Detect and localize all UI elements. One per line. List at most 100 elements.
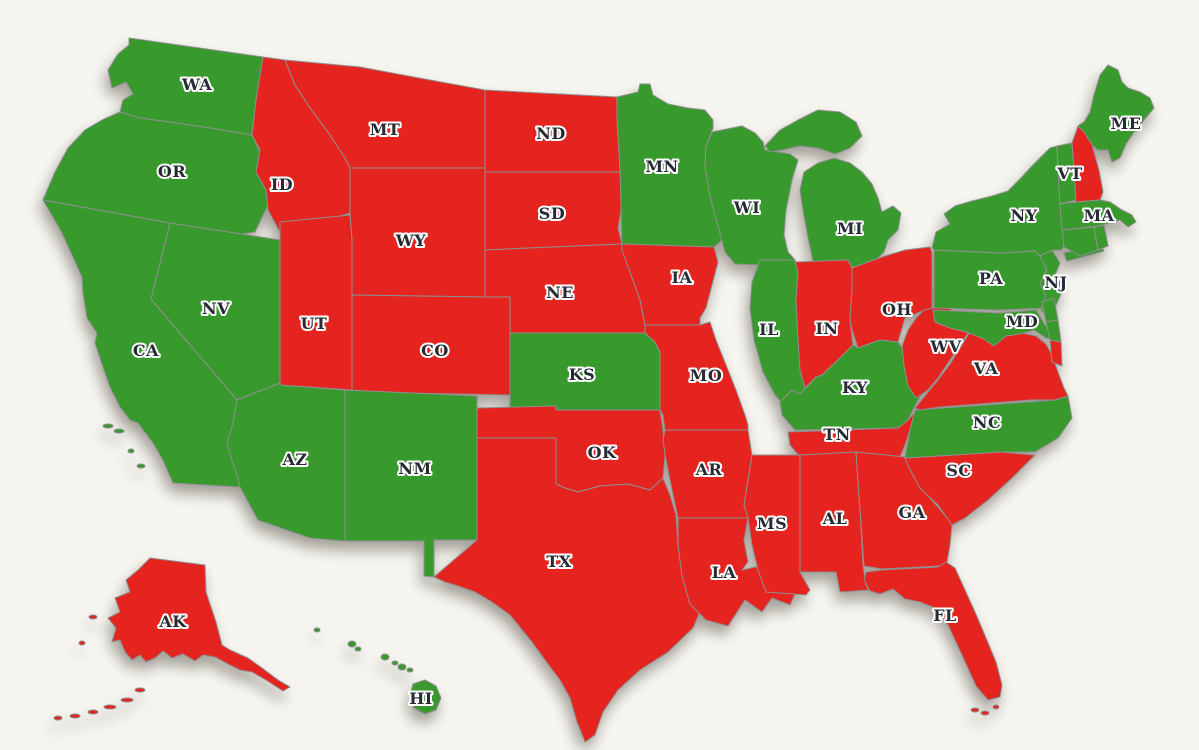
state-shape-de[interactable] [1041, 297, 1059, 323]
state-island-ca[interactable] [127, 448, 135, 454]
state-me[interactable] [1077, 64, 1155, 163]
state-island-ak[interactable] [53, 715, 63, 721]
state-shape-oh[interactable] [849, 246, 933, 349]
state-ak[interactable] [53, 557, 291, 721]
state-shape-nm[interactable] [344, 389, 478, 578]
state-shape-hi[interactable] [409, 679, 442, 715]
state-label-ny: NY [1010, 206, 1037, 225]
state-sc[interactable] [904, 451, 1036, 526]
state-label-ne: NE [546, 283, 574, 302]
state-shape-ak[interactable] [107, 557, 291, 692]
state-label-mt: MT [370, 120, 401, 139]
state-shape-va[interactable] [914, 324, 1069, 411]
state-island-ak[interactable] [88, 614, 98, 620]
state-label-fl: FL [933, 606, 957, 625]
state-wi[interactable] [704, 125, 799, 267]
state-ri[interactable] [1093, 224, 1109, 251]
state-island-fl[interactable] [992, 704, 1000, 710]
state-shape-mi[interactable] [764, 109, 863, 155]
state-label-va: VA [973, 359, 999, 378]
state-md[interactable] [932, 309, 1062, 347]
state-fl[interactable] [863, 561, 1003, 716]
state-shape-ny[interactable] [931, 145, 1067, 257]
state-label-ca: CA [133, 341, 159, 360]
state-label-il: IL [759, 320, 779, 339]
state-island-ak[interactable] [69, 713, 81, 719]
state-island-ak[interactable] [103, 704, 117, 710]
state-island-hi[interactable] [406, 667, 414, 673]
state-island-hi[interactable] [354, 646, 362, 652]
state-tx[interactable] [433, 437, 701, 743]
state-ct[interactable] [1061, 226, 1099, 257]
state-de[interactable] [1041, 297, 1059, 323]
state-label-ar: AR [695, 460, 723, 479]
state-label-co: CO [421, 341, 449, 360]
state-nm[interactable] [344, 389, 478, 578]
state-mo[interactable] [644, 321, 749, 431]
state-label-ks: KS [569, 365, 595, 384]
state-ut[interactable] [279, 214, 353, 391]
state-shape-ut[interactable] [279, 214, 353, 391]
state-label-al: AL [822, 509, 848, 528]
state-island-ca[interactable] [113, 428, 125, 434]
state-label-wv: WV [929, 337, 961, 356]
state-or[interactable] [42, 111, 269, 237]
state-island-ak[interactable] [78, 640, 86, 646]
state-shape-wi[interactable] [704, 125, 799, 267]
state-label-oh: OH [882, 300, 912, 319]
state-label-wa: WA [181, 75, 212, 94]
state-shape-md[interactable] [932, 309, 1057, 347]
state-island-ca[interactable] [136, 463, 146, 469]
state-label-ok: OK [588, 443, 617, 462]
state-island-hi[interactable] [347, 640, 357, 648]
state-label-nm: NM [398, 459, 431, 478]
state-mi[interactable] [764, 109, 902, 269]
state-island-hi[interactable] [380, 653, 390, 661]
state-shape-ia[interactable] [621, 243, 719, 326]
state-island-fl[interactable] [980, 710, 990, 716]
state-label-la: LA [712, 563, 737, 582]
state-island-hi[interactable] [391, 660, 399, 666]
state-label-wy: WY [395, 231, 426, 250]
state-shape-ri[interactable] [1093, 224, 1109, 251]
state-island-ak[interactable] [87, 709, 99, 715]
state-island-ak[interactable] [134, 687, 146, 693]
state-ia[interactable] [621, 243, 719, 326]
state-label-tn: TN [823, 425, 851, 444]
state-shape-me[interactable] [1077, 64, 1155, 163]
state-tn[interactable] [787, 407, 919, 458]
state-label-ga: GA [898, 503, 925, 522]
state-shape-or[interactable] [42, 111, 269, 237]
state-oh[interactable] [849, 246, 933, 349]
state-label-ky: KY [842, 378, 868, 397]
state-label-sc: SC [946, 461, 971, 480]
state-shape-tn[interactable] [787, 407, 919, 458]
state-island-fl[interactable] [970, 707, 980, 713]
state-shape-mi[interactable] [799, 157, 902, 269]
state-hi[interactable] [313, 627, 442, 715]
state-island-hi[interactable] [313, 627, 321, 633]
state-shape-ct[interactable] [1061, 226, 1099, 257]
state-la[interactable] [677, 517, 796, 627]
state-island-ca[interactable] [102, 423, 114, 429]
state-island-hi[interactable] [397, 663, 407, 671]
state-island-ak[interactable] [120, 697, 134, 703]
state-label-md: MD [1006, 312, 1039, 331]
state-label-ms: MS [757, 514, 787, 533]
state-label-id: ID [271, 175, 293, 194]
state-shape-sc[interactable] [904, 451, 1036, 526]
state-va[interactable] [914, 324, 1069, 411]
state-label-wi: WI [733, 198, 760, 217]
state-label-ma: MA [1083, 206, 1114, 225]
state-shape-fl[interactable] [863, 561, 1003, 701]
state-label-hi: HI [409, 689, 433, 708]
state-shape-tx[interactable] [433, 437, 701, 743]
state-shape-mo[interactable] [644, 321, 749, 431]
state-label-nc: NC [973, 413, 1001, 432]
state-label-ut: UT [301, 314, 328, 333]
state-label-ia: IA [672, 268, 693, 287]
state-shape-la[interactable] [677, 517, 796, 627]
state-label-ak: AK [158, 612, 187, 631]
state-shape-va[interactable] [1049, 339, 1063, 367]
